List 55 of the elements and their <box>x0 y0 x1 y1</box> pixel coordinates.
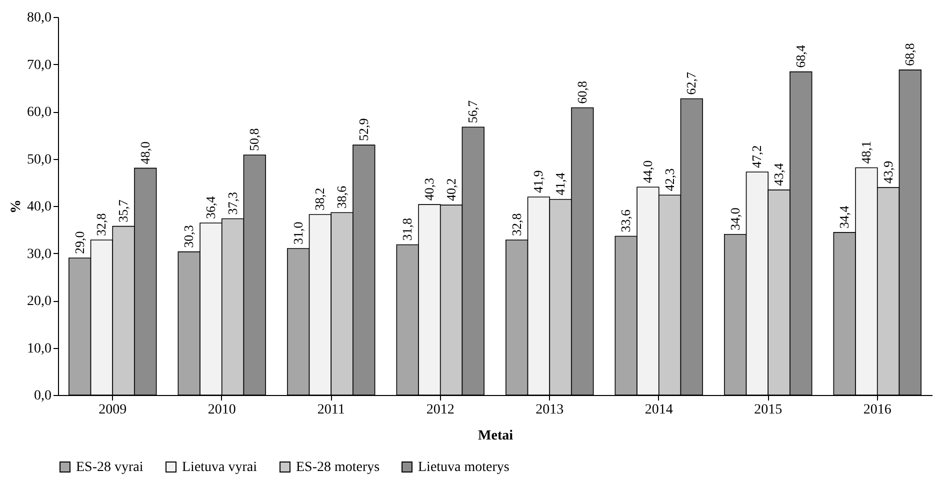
data-label: 32,8 <box>508 213 524 236</box>
data-label: 34,0 <box>727 208 742 230</box>
data-label: 40,3 <box>421 178 436 201</box>
data-label: 32,8 <box>94 213 109 236</box>
legend-label: ES-28 vyrai <box>76 460 144 475</box>
y-tick-label: 40,0 <box>27 200 52 214</box>
data-label: 56,7 <box>465 100 480 124</box>
y-tick-label: 30,0 <box>27 246 52 262</box>
data-label: 31,8 <box>400 218 415 241</box>
x-tick-label: 2014 <box>644 402 673 418</box>
x-tick-label: 2013 <box>536 402 564 418</box>
y-tick-label: 50,0 <box>27 152 52 168</box>
y-tick-label: 60,0 <box>27 105 52 120</box>
x-tick-label: 2012 <box>426 402 454 418</box>
data-label: 47,2 <box>749 145 764 168</box>
y-tick-label: 80,0 <box>27 10 52 26</box>
data-label: 40,2 <box>443 178 458 202</box>
data-label: 60,8 <box>574 80 590 104</box>
data-label: 48,1 <box>858 140 874 164</box>
data-label: 37,3 <box>224 192 240 215</box>
legend-label: Lietuva moterys <box>418 460 510 475</box>
data-label: 35,7 <box>116 199 131 222</box>
data-label: 36,4 <box>202 196 218 220</box>
data-label: 48,0 <box>137 141 152 164</box>
data-label: 34,4 <box>836 205 852 228</box>
x-axis-title: Metai <box>478 428 514 444</box>
data-label: 62,7 <box>684 71 699 95</box>
x-tick-label: 2010 <box>208 402 236 418</box>
data-label: 43,9 <box>880 160 896 184</box>
y-tick-label: 10,0 <box>27 341 52 356</box>
data-label: 42,3 <box>662 168 677 192</box>
data-label: 52,9 <box>356 118 371 142</box>
legend-label: ES-28 moterys <box>296 460 380 475</box>
y-tick-label: 70,0 <box>27 58 52 73</box>
y-tick-label: 20,0 <box>27 294 52 309</box>
x-tick-label: 2011 <box>317 402 345 418</box>
data-label: 38,6 <box>334 185 350 209</box>
x-tick-label: 2009 <box>98 402 127 418</box>
data-label: 68,4 <box>792 44 808 68</box>
data-label: 41,4 <box>552 172 568 196</box>
data-label: 38,2 <box>312 188 328 211</box>
y-tick-label: 0,0 <box>34 388 52 404</box>
data-label: 44,0 <box>640 160 655 184</box>
data-label: 41,9 <box>530 170 546 194</box>
data-label: 43,4 <box>771 162 786 186</box>
x-tick-label: 2015 <box>754 402 782 418</box>
y-axis-title: % <box>9 200 24 214</box>
data-label: 29,0 <box>72 231 87 254</box>
data-label: 50,8 <box>246 128 262 151</box>
data-label: 33,6 <box>618 208 634 232</box>
x-tick-label: 2016 <box>863 402 892 418</box>
data-label: 31,0 <box>290 222 306 245</box>
data-label: 30,3 <box>181 225 196 248</box>
legend-label: Lietuva vyrai <box>182 460 258 475</box>
data-label: 68,8 <box>902 43 918 66</box>
